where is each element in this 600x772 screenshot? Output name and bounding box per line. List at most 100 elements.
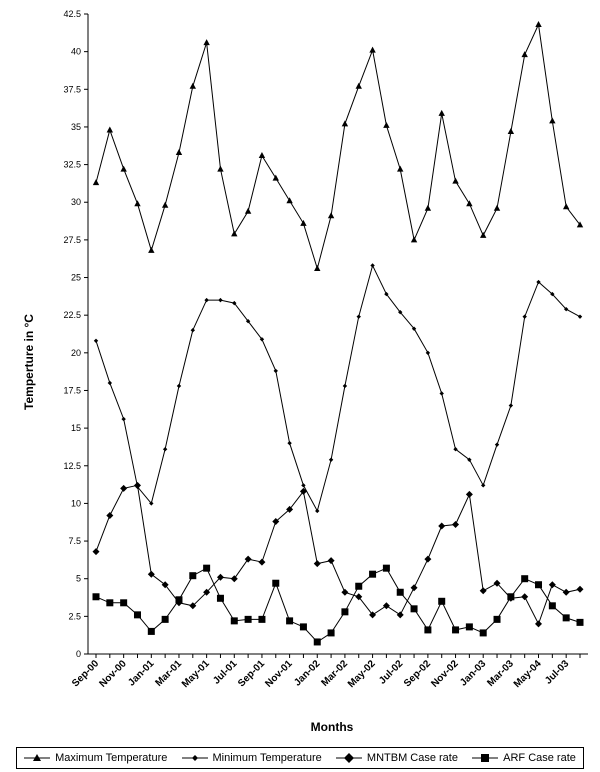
data-point	[424, 555, 432, 563]
data-point	[576, 585, 584, 593]
data-point	[189, 82, 196, 89]
data-point	[466, 200, 473, 207]
series-line	[95, 22, 581, 271]
data-point	[245, 319, 251, 324]
data-point	[465, 623, 473, 631]
data-point	[521, 575, 529, 583]
data-point	[369, 611, 377, 619]
data-point	[106, 599, 114, 607]
data-point	[549, 117, 556, 124]
data-point	[465, 490, 473, 498]
data-point	[493, 204, 501, 211]
x-axis-label: Months	[311, 720, 354, 734]
data-point	[396, 611, 404, 619]
legend-label: MNTBM Case rate	[366, 752, 458, 764]
data-point	[521, 51, 528, 58]
data-point	[244, 555, 252, 563]
data-point	[189, 572, 197, 580]
data-point	[577, 314, 583, 319]
y-axis-label: Temperture in °C	[22, 314, 36, 410]
data-point	[149, 501, 154, 506]
data-point	[120, 484, 128, 492]
y-tick-label: 30	[71, 197, 81, 207]
legend-item-minimum-temperature: Minimum Temperature	[181, 752, 322, 764]
data-point	[382, 602, 390, 610]
data-point	[133, 611, 141, 619]
data-point	[550, 291, 555, 297]
data-point	[341, 588, 349, 596]
series-layer	[92, 21, 584, 646]
data-point	[299, 487, 307, 495]
data-point	[453, 447, 458, 452]
data-point	[272, 174, 279, 181]
legend-item-arf-case-rate: ARF Case rate	[472, 752, 576, 764]
data-point	[508, 403, 514, 408]
x-tick-label: May-01	[180, 658, 212, 690]
data-point	[341, 120, 349, 127]
data-point	[148, 246, 155, 253]
data-point	[218, 297, 223, 303]
data-point	[382, 564, 390, 572]
data-point	[216, 573, 224, 581]
data-point	[342, 383, 348, 389]
data-point	[162, 447, 168, 452]
data-point	[562, 614, 570, 622]
data-point	[286, 617, 294, 625]
data-point	[438, 597, 446, 605]
x-tick-label: Mar-03	[485, 658, 516, 689]
data-point	[398, 309, 403, 315]
legend-item-mntbm-case-rate: MNTBM Case rate	[335, 752, 458, 764]
data-point	[287, 440, 292, 446]
data-point	[328, 457, 334, 462]
data-point	[369, 570, 377, 578]
x-tick-label: Jan-03	[458, 658, 488, 688]
data-point	[121, 416, 126, 422]
data-point	[133, 481, 141, 489]
data-point	[369, 46, 376, 53]
x-tick-label: Mar-01	[154, 658, 185, 689]
y-tick-label: 2.5	[68, 611, 81, 621]
data-point	[258, 558, 266, 566]
data-point	[383, 121, 390, 128]
data-point	[204, 297, 209, 303]
data-point	[562, 588, 570, 596]
data-point	[299, 623, 307, 631]
square-marker-icon	[472, 754, 499, 762]
x-tick-label: Jan-02	[292, 658, 322, 688]
data-point	[479, 629, 487, 637]
data-point	[494, 442, 500, 447]
data-point	[203, 564, 211, 572]
data-point	[521, 593, 529, 601]
data-point	[301, 483, 306, 488]
data-point	[536, 279, 541, 285]
series-minimum-temperature	[93, 263, 583, 514]
x-tick-label: Jul-03	[543, 658, 572, 687]
data-point	[147, 570, 155, 578]
y-tick-label: 12.5	[63, 461, 81, 471]
series-line	[95, 567, 581, 643]
data-point	[481, 483, 486, 488]
x-tick-label: Nov-01	[263, 658, 295, 690]
data-point	[203, 588, 211, 596]
data-point	[147, 627, 155, 635]
data-point	[425, 350, 431, 356]
data-point	[439, 391, 444, 396]
data-point	[507, 127, 515, 134]
y-axis: 0 2.5 5 7.5 10 12.5 15 17.5 20 22.5 25 27.5 30 32.5 35…	[63, 9, 89, 659]
triangle-marker-icon	[24, 754, 51, 761]
data-point	[92, 179, 100, 186]
x-tick-label: Nov-02	[429, 658, 461, 690]
data-point	[231, 230, 238, 237]
data-point	[370, 263, 375, 268]
series-maximum-temperature	[92, 21, 584, 271]
data-point	[259, 337, 265, 342]
data-point	[315, 508, 320, 514]
series-arf-case-rate	[92, 564, 584, 646]
data-point	[438, 109, 445, 116]
data-point	[327, 557, 335, 565]
data-point	[535, 620, 543, 628]
data-point	[272, 579, 280, 587]
data-point	[452, 626, 460, 634]
data-point	[272, 517, 280, 525]
